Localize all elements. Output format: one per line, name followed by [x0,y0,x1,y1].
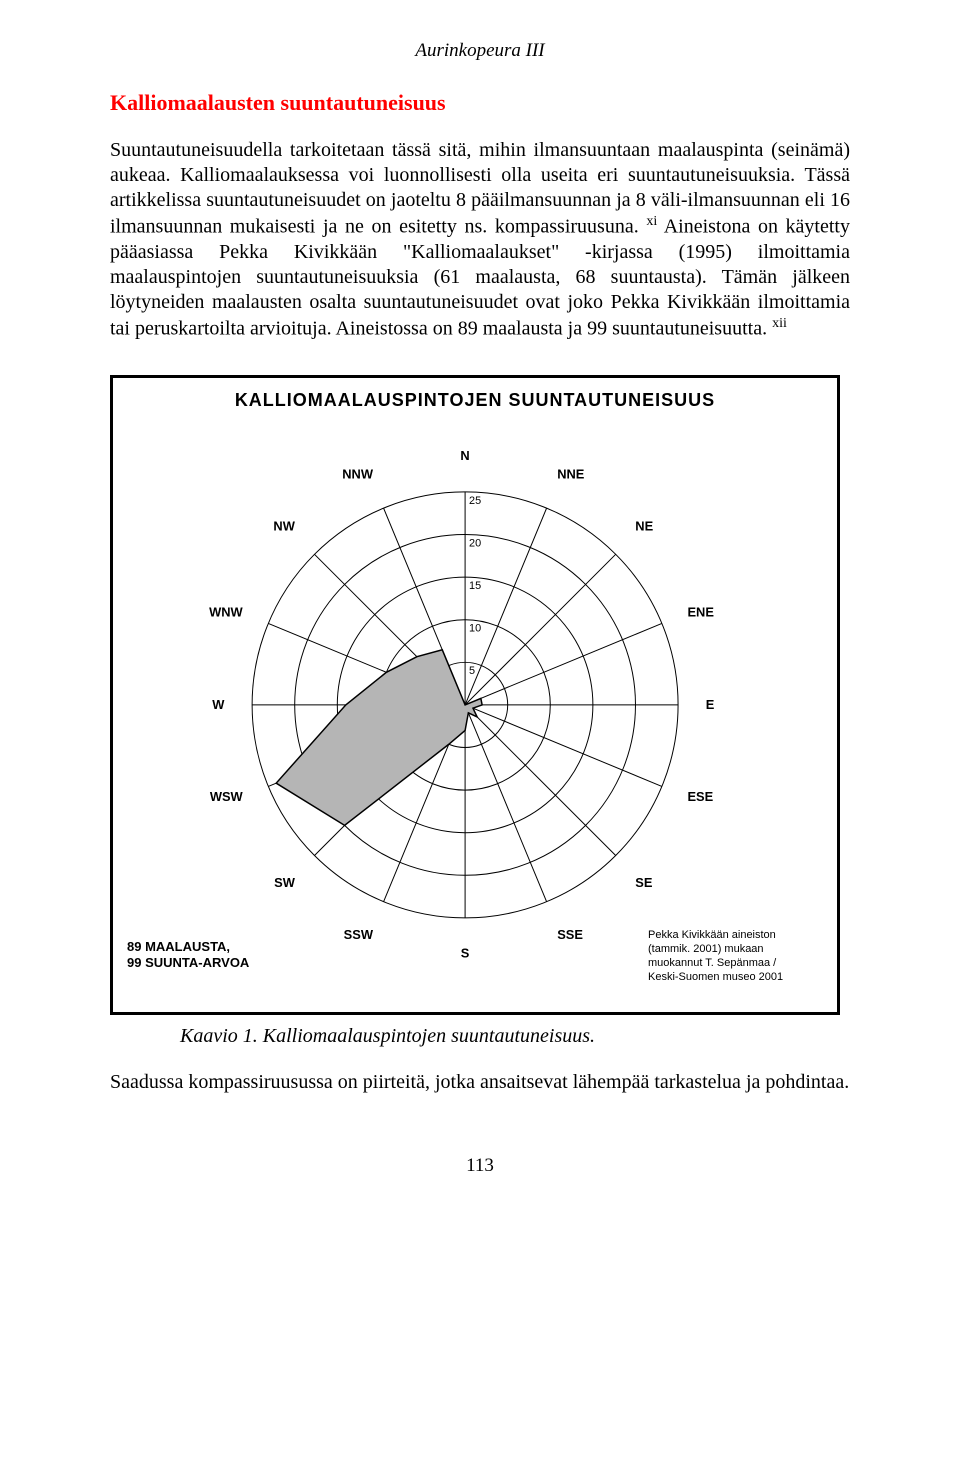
chart-caption: Kaavio 1. Kalliomaalauspintojen suuntaut… [180,1025,850,1048]
svg-text:E: E [706,697,715,712]
footer-right-line4: Keski-Suomen museo 2001 [648,971,783,983]
running-head: Aurinkopeura III [110,40,850,62]
svg-text:NW: NW [273,519,295,534]
svg-text:SE: SE [635,875,653,890]
chart-footer-left: 89 MAALAUSTA, 99 SUUNTA-ARVOA [127,939,249,973]
body-paragraph: Suuntautuneisuudella tarkoitetaan tässä … [110,138,850,341]
footer-left-line2: 99 SUUNTA-ARVOA [127,955,249,970]
closing-paragraph: Saadussa kompassiruusussa on piirteitä, … [110,1070,850,1095]
svg-text:SSW: SSW [344,928,374,943]
svg-text:25: 25 [469,495,481,507]
svg-text:20: 20 [469,538,481,550]
radar-svg: 5 10 15 20 25 N NNE NE ENE E ESE SE SSE S SSW SW WSW W WNW… [113,378,837,1012]
footer-right-line3: muokannut T. Sepänmaa / [648,957,776,969]
svg-text:ENE: ENE [687,605,714,620]
svg-text:WSW: WSW [210,789,244,804]
footer-right-line1: Pekka Kivikkään aineiston [648,929,776,941]
svg-text:NNW: NNW [342,467,374,482]
svg-text:10: 10 [469,623,481,635]
section-heading: Kalliomaalausten suuntautuneisuus [110,90,850,116]
svg-text:NE: NE [635,519,653,534]
chart-footer-right: Pekka Kivikkään aineiston (tammik. 2001)… [648,929,823,984]
svg-text:SW: SW [274,875,296,890]
svg-text:S: S [461,946,470,961]
svg-text:5: 5 [469,666,475,678]
svg-text:NNE: NNE [557,467,585,482]
page-number: 113 [110,1155,850,1177]
page: Aurinkopeura III Kalliomaalausten suunta… [0,0,960,1217]
radar-chart: KALLIOMAALAUSPINTOJEN SUUNTAUTUNEISUUS 5… [110,375,840,1015]
svg-text:N: N [460,449,469,464]
footer-right-line2: (tammik. 2001) mukaan [648,943,764,955]
svg-text:SSE: SSE [557,928,583,943]
svg-text:WNW: WNW [209,605,243,620]
svg-text:15: 15 [469,580,481,592]
svg-text:W: W [212,697,225,712]
svg-text:ESE: ESE [687,789,713,804]
footer-left-line1: 89 MAALAUSTA, [127,939,230,954]
